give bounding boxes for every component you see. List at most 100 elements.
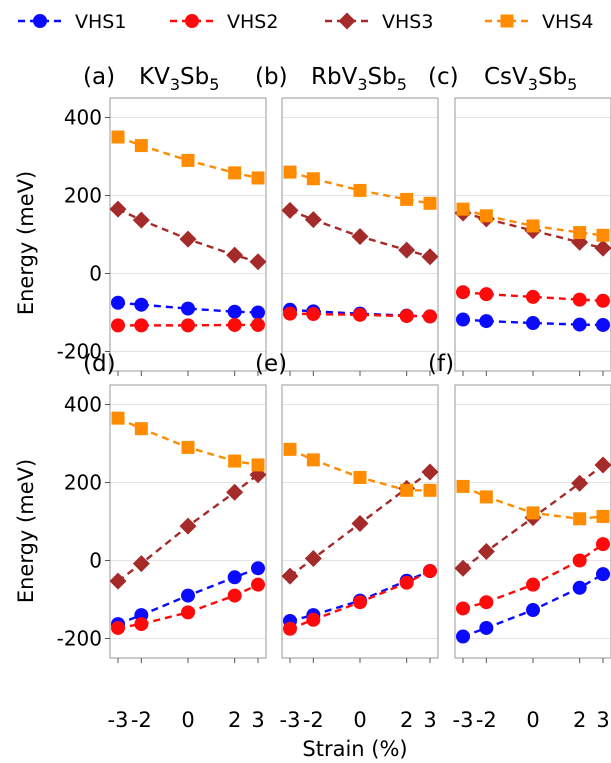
data-point-vhs1 xyxy=(251,305,265,320)
series-group xyxy=(455,202,611,332)
data-point-vhs2 xyxy=(399,575,414,590)
legend-label: VHS2 xyxy=(227,11,278,33)
data-point-vhs4 xyxy=(181,440,195,454)
data-point-vhs1 xyxy=(479,314,494,329)
data-point-vhs2 xyxy=(181,318,195,333)
data-point-vhs4 xyxy=(400,192,414,206)
data-point-vhs1 xyxy=(526,316,540,331)
panel-label: (b) xyxy=(255,64,288,90)
x-tick-label: 3 xyxy=(423,708,436,732)
y-axis-label-top: Energy (meV) xyxy=(14,171,38,315)
data-point-vhs2 xyxy=(596,293,610,308)
legend-entry-vhs4: VHS4 xyxy=(485,11,593,33)
title-subscript: 5 xyxy=(209,75,219,94)
data-point-vhs3 xyxy=(421,463,438,481)
panel-label: (c) xyxy=(428,64,459,90)
x-tick-label: 3 xyxy=(251,708,264,732)
data-point-vhs4 xyxy=(573,512,587,526)
data-point-vhs4 xyxy=(251,171,265,185)
y-tick-label: 400 xyxy=(64,393,102,417)
legend-marker xyxy=(185,14,199,28)
legend-marker xyxy=(500,14,514,28)
panel-label: (a) xyxy=(83,64,115,90)
data-point-vhs4 xyxy=(134,139,148,153)
panel-title: KV3Sb5 xyxy=(139,64,219,94)
data-point-vhs2 xyxy=(572,553,587,568)
data-point-vhs2 xyxy=(353,595,367,610)
data-point-vhs3 xyxy=(594,239,611,257)
data-point-vhs4 xyxy=(283,442,297,456)
data-point-vhs1 xyxy=(572,580,587,595)
title-text: Sb xyxy=(538,64,567,90)
y-tick-label: 0 xyxy=(89,262,102,286)
panel-e: -3 -2 0 2 3 (e) xyxy=(255,351,439,732)
data-point-vhs3 xyxy=(132,211,150,229)
panel-title: CsV3Sb5 xyxy=(484,64,577,94)
series-group xyxy=(282,442,438,636)
title-subscript: 5 xyxy=(567,75,577,94)
data-point-vhs1 xyxy=(181,301,195,316)
data-point-vhs2 xyxy=(596,537,610,552)
data-point-vhs3 xyxy=(477,543,495,561)
panel-f: -3 -2 0 2 3 (f) xyxy=(428,351,611,732)
legend-label: VHS3 xyxy=(382,11,433,33)
data-point-vhs2 xyxy=(111,318,125,333)
data-point-vhs3 xyxy=(421,248,438,266)
y-tick-label: 200 xyxy=(64,184,102,208)
title-text: Sb xyxy=(180,64,209,90)
series-group xyxy=(282,165,438,324)
data-point-vhs3 xyxy=(249,253,266,271)
title-subscript: 3 xyxy=(170,75,180,94)
legend-label: VHS1 xyxy=(75,11,126,33)
data-point-vhs1 xyxy=(526,603,540,618)
panel-a: -200 0 200 400 (a) KV3Sb5 xyxy=(57,64,267,376)
data-point-vhs2 xyxy=(456,285,470,300)
title-text: RbV xyxy=(311,64,358,90)
panel-title: RbV3Sb5 xyxy=(311,64,407,94)
data-point-vhs1 xyxy=(572,317,587,332)
data-point-vhs3 xyxy=(179,230,197,248)
series-group xyxy=(110,130,266,333)
x-axis-label: Strain (%) xyxy=(302,737,407,761)
x-tick-label: 0 xyxy=(526,708,539,732)
y-tick-label: 200 xyxy=(64,471,102,495)
data-point-vhs2 xyxy=(227,317,242,332)
data-point-vhs3 xyxy=(110,200,127,218)
title-subscript: 3 xyxy=(357,75,367,94)
data-point-vhs4 xyxy=(456,479,470,493)
data-point-vhs4 xyxy=(479,209,493,223)
data-point-vhs4 xyxy=(251,458,265,472)
legend-label: VHS4 xyxy=(542,11,593,33)
series-line-vhs1 xyxy=(117,301,259,314)
data-point-vhs2 xyxy=(283,621,297,636)
data-point-vhs1 xyxy=(227,304,242,319)
data-point-vhs3 xyxy=(132,555,150,573)
panel-label: (e) xyxy=(255,351,287,377)
data-point-vhs4 xyxy=(526,506,540,520)
data-point-vhs4 xyxy=(134,422,148,436)
data-point-vhs2 xyxy=(479,595,494,610)
data-point-vhs3 xyxy=(282,567,299,585)
data-point-vhs1 xyxy=(596,317,610,332)
data-point-vhs3 xyxy=(179,517,197,535)
legend-marker xyxy=(33,14,47,28)
panel-c: (c) CsV3Sb5 xyxy=(428,64,611,376)
data-point-vhs4 xyxy=(228,454,242,468)
series-group xyxy=(110,411,266,635)
y-tick-label: -200 xyxy=(57,627,102,651)
legend-entry-vhs2: VHS2 xyxy=(170,11,278,33)
legend-marker xyxy=(338,12,356,30)
data-point-vhs3 xyxy=(226,246,244,264)
data-point-vhs4 xyxy=(479,490,493,504)
data-point-vhs2 xyxy=(283,306,297,321)
data-point-vhs2 xyxy=(134,318,149,333)
x-tick-label: -3 xyxy=(280,708,301,732)
data-point-vhs2 xyxy=(306,307,321,322)
title-text: KV xyxy=(139,64,170,90)
x-tick-label: 0 xyxy=(353,708,366,732)
data-point-vhs4 xyxy=(423,483,437,497)
data-point-vhs2 xyxy=(111,620,125,635)
data-point-vhs4 xyxy=(596,228,610,242)
title-subscript: 5 xyxy=(397,75,407,94)
data-point-vhs4 xyxy=(353,183,367,197)
